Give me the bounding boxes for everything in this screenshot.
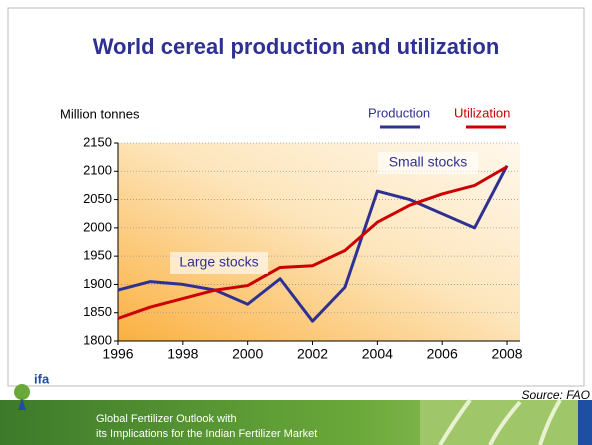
- y-tick-label: 1850: [83, 304, 112, 319]
- footer-text: Global Fertilizer Outlook with: [96, 413, 237, 425]
- legend-label: Production: [368, 105, 430, 120]
- x-tick-label: 2002: [297, 346, 328, 362]
- series-line: [117, 164, 509, 323]
- footer-edge: [578, 400, 592, 445]
- annotation: Large stocks: [179, 254, 258, 270]
- x-tick-label: 1996: [102, 346, 133, 362]
- y-tick-label: 2100: [83, 163, 112, 178]
- annotation-box: [170, 252, 268, 274]
- legend-label: Utilization: [454, 105, 510, 120]
- x-tick-label: 2008: [491, 346, 522, 362]
- x-tick-label: 2000: [232, 346, 263, 362]
- y-axis-label: Million tonnes: [60, 106, 140, 121]
- footer-plants: [438, 398, 562, 445]
- annotation: Small stocks: [389, 154, 468, 170]
- footer-text: its Implications for the Indian Fertiliz…: [96, 428, 317, 440]
- x-tick-label: 2004: [362, 346, 393, 362]
- source: Source: FAO: [522, 388, 590, 402]
- y-tick-label: 1900: [83, 276, 112, 291]
- logo-text: ifa: [34, 371, 50, 386]
- series-line: [117, 165, 508, 320]
- logo-mark: [14, 384, 30, 400]
- y-tick-label: 2050: [83, 191, 112, 206]
- chart-title: World cereal production and utilization: [93, 34, 500, 59]
- annotation-box: [378, 152, 478, 174]
- x-tick-label: 1998: [167, 346, 198, 362]
- y-tick-label: 2150: [83, 134, 112, 149]
- y-tick-label: 2000: [83, 219, 112, 234]
- plot-area: [118, 143, 520, 341]
- y-tick-label: 1950: [83, 248, 112, 263]
- x-tick-label: 2006: [427, 346, 458, 362]
- slide-frame: [7, 7, 585, 387]
- y-tick-label: 1800: [83, 332, 112, 347]
- logo-mark-stem: [18, 398, 26, 410]
